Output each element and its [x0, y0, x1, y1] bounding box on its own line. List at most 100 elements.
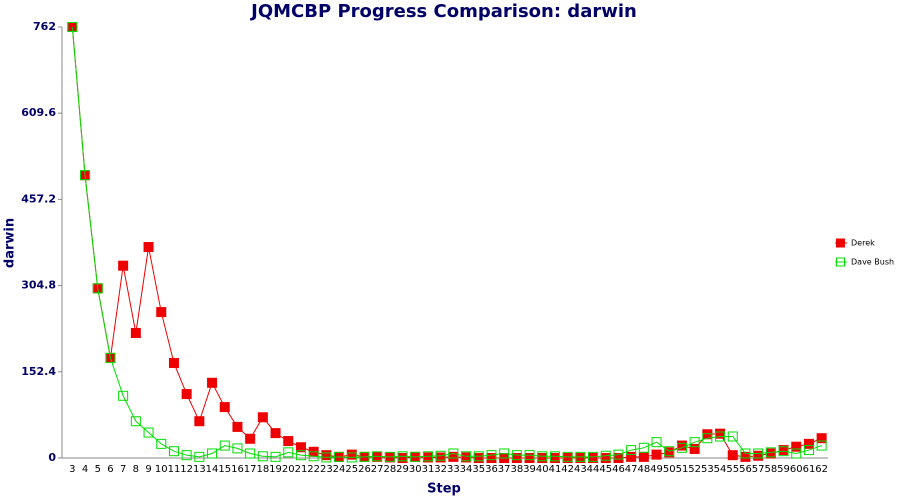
data-point — [219, 440, 230, 451]
x-tick-label: 40 — [536, 464, 549, 475]
x-tick-label: 47 — [625, 464, 638, 475]
x-tick-label: 51 — [676, 464, 689, 475]
x-tick-label: 6 — [107, 464, 113, 475]
x-tick-label: 17 — [244, 464, 257, 475]
data-point — [727, 431, 738, 442]
data-point — [664, 446, 675, 457]
x-tick-label: 18 — [256, 464, 269, 475]
data-point — [295, 442, 306, 453]
x-tick-label: 19 — [269, 464, 282, 475]
x-tick-label: 25 — [345, 464, 358, 475]
data-point — [715, 431, 726, 442]
x-tick-label: 24 — [333, 464, 346, 475]
data-point — [143, 242, 154, 253]
data-point — [283, 447, 294, 458]
x-tick-label: 31 — [422, 464, 435, 475]
data-point — [410, 451, 421, 462]
x-tick-label: 53 — [701, 464, 714, 475]
data-point — [588, 451, 599, 462]
data-point — [816, 440, 827, 451]
data-point — [92, 283, 103, 294]
data-point — [435, 450, 446, 461]
x-tick-label: 48 — [637, 464, 650, 475]
data-point — [600, 450, 611, 461]
data-point — [740, 448, 751, 459]
x-axis-label: Step — [427, 482, 461, 497]
data-point — [270, 428, 281, 439]
data-point — [143, 427, 154, 438]
data-point — [422, 451, 433, 462]
data-point — [753, 448, 764, 459]
data-point — [626, 451, 637, 462]
data-point — [638, 451, 649, 462]
data-point — [689, 437, 700, 448]
legend-marker — [836, 238, 845, 248]
x-tick-label: 50 — [663, 464, 676, 475]
x-tick-label: 38 — [510, 464, 523, 475]
data-point — [537, 451, 548, 462]
data-point — [626, 445, 637, 456]
data-point — [753, 450, 764, 461]
data-point — [168, 446, 179, 457]
x-tick-label: 52 — [688, 464, 701, 475]
x-tick-label: 26 — [358, 464, 371, 475]
data-point — [67, 22, 78, 32]
x-tick-label: 5 — [95, 464, 101, 475]
x-tick-label: 45 — [599, 464, 612, 475]
data-point — [118, 390, 129, 401]
x-tick-label: 61 — [803, 464, 816, 475]
x-tick-label: 49 — [650, 464, 663, 475]
data-point — [727, 450, 738, 461]
data-point — [651, 437, 662, 448]
data-point — [803, 445, 814, 456]
data-point — [245, 448, 256, 459]
data-point — [397, 451, 408, 462]
data-point — [308, 451, 319, 462]
x-tick-label: 58 — [764, 464, 777, 475]
x-tick-label: 22 — [307, 464, 320, 475]
data-point — [791, 448, 802, 459]
data-point — [575, 451, 586, 462]
data-point — [283, 436, 294, 447]
data-point — [105, 352, 116, 363]
data-point — [765, 447, 776, 458]
data-point — [461, 451, 472, 462]
y-axis-label: darwin — [3, 218, 18, 268]
legend-marker — [836, 257, 845, 267]
x-tick-label: 57 — [752, 464, 765, 475]
x-tick-label: 16 — [231, 464, 244, 475]
data-point — [448, 448, 459, 459]
data-point — [321, 450, 332, 461]
y-tick-label: 609.6 — [21, 106, 56, 119]
data-point — [689, 443, 700, 454]
data-point — [676, 442, 687, 453]
x-tick-label: 10 — [155, 464, 168, 475]
x-tick-label: 39 — [523, 464, 536, 475]
data-point — [600, 453, 611, 463]
data-point — [194, 416, 205, 427]
data-point — [181, 450, 192, 461]
data-point — [257, 412, 268, 423]
data-point — [702, 433, 713, 444]
x-tick-label: 60 — [790, 464, 803, 475]
data-point — [80, 170, 91, 181]
data-point — [778, 446, 789, 457]
data-point — [130, 416, 141, 427]
x-tick-label: 13 — [193, 464, 206, 475]
data-point — [194, 451, 205, 462]
x-tick-label: 27 — [371, 464, 384, 475]
x-tick-label: 59 — [777, 464, 790, 475]
data-point — [168, 357, 179, 368]
x-tick-label: 34 — [460, 464, 473, 475]
y-tick-label: 0 — [48, 451, 56, 464]
x-tick-label: 8 — [133, 464, 139, 475]
y-tick-label: 152.4 — [21, 365, 56, 378]
x-tick-label: 41 — [549, 464, 562, 475]
legend-label: Derek — [851, 239, 875, 248]
data-point — [511, 450, 522, 461]
data-point — [321, 452, 332, 463]
data-point — [384, 452, 395, 463]
x-tick-label: 44 — [587, 464, 600, 475]
